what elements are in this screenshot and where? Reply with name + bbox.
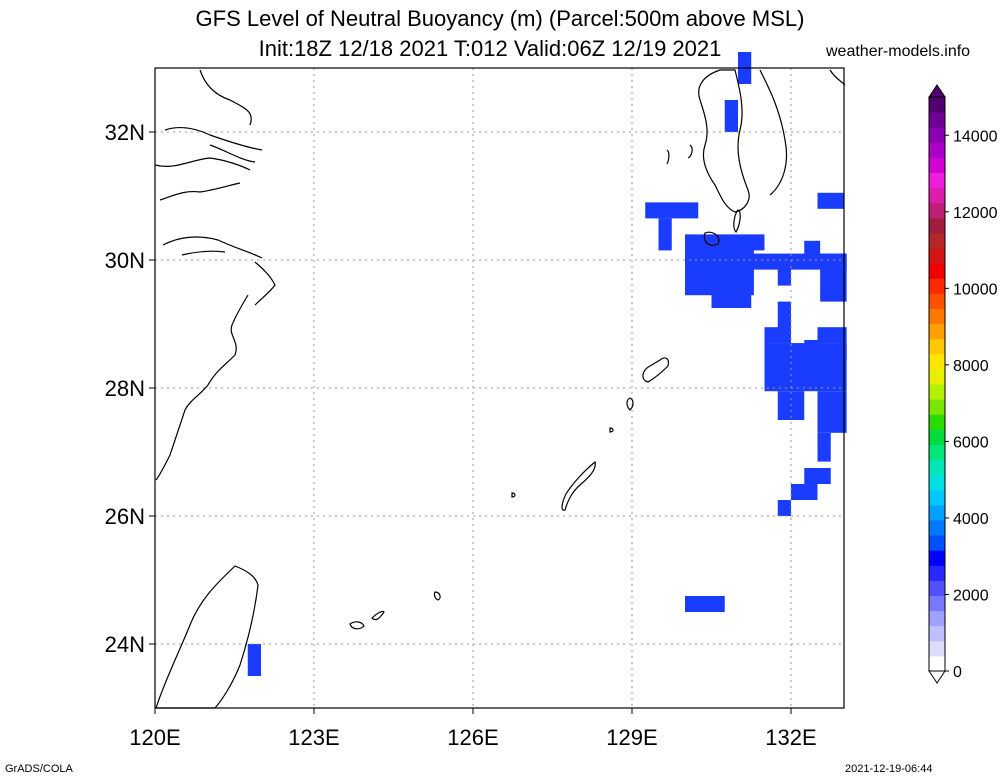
chart-subtitle: Init:18Z 12/18 2021 T:012 Valid:06Z 12/1… bbox=[258, 36, 722, 61]
buoyancy-cell bbox=[777, 263, 791, 286]
colorbar-swatch bbox=[929, 565, 945, 581]
x-tick-label: 132E bbox=[765, 725, 816, 750]
colorbar-swatch bbox=[929, 308, 945, 325]
buoyancy-cell bbox=[804, 240, 821, 260]
colorbar-swatch bbox=[929, 172, 945, 189]
colorbar-swatch bbox=[929, 414, 945, 430]
colorbar-swatch bbox=[929, 625, 945, 642]
buoyancy-cell bbox=[658, 218, 672, 251]
colorbar-swatch bbox=[929, 459, 945, 476]
x-tick-label: 120E bbox=[129, 725, 180, 750]
colorbar-swatch bbox=[929, 217, 945, 234]
buoyancy-cell bbox=[817, 391, 847, 433]
colorbar-swatch bbox=[929, 97, 945, 113]
buoyancy-cell bbox=[817, 432, 831, 462]
buoyancy-cell bbox=[817, 192, 844, 209]
colorbar-label: 8000 bbox=[953, 358, 989, 375]
colorbar-swatch bbox=[929, 595, 945, 612]
colorbar-swatch bbox=[929, 519, 945, 536]
colorbar: 0 2000 4000 6000 8000 10000 12000 14000 bbox=[928, 84, 998, 684]
colorbar-swatch bbox=[929, 157, 945, 174]
colorbar-swatch bbox=[929, 444, 945, 461]
colorbar-bottom-arrow bbox=[928, 670, 946, 684]
chart-title: GFS Level of Neutral Buoyancy (m) (Parce… bbox=[195, 6, 805, 31]
coastlines bbox=[154, 69, 846, 709]
buoyancy-cell bbox=[777, 500, 791, 516]
colorbar-swatch bbox=[929, 655, 945, 672]
buoyancy-cell bbox=[777, 301, 791, 334]
x-axis: 120E 123E 126E 129E 132E bbox=[129, 708, 817, 750]
colorbar-swatch bbox=[929, 580, 945, 596]
colorbar-label: 10000 bbox=[953, 281, 998, 298]
y-tick-label: 30N bbox=[105, 248, 145, 273]
colorbar-swatch bbox=[929, 142, 945, 158]
buoyancy-cell bbox=[247, 644, 261, 676]
buoyancy-cell bbox=[820, 253, 847, 302]
colorbar-swatch bbox=[929, 202, 945, 219]
colorbar-swatch bbox=[929, 338, 945, 355]
colorbar-swatch bbox=[929, 429, 945, 445]
buoyancy-cell bbox=[804, 468, 831, 484]
colorbar-label: 6000 bbox=[953, 434, 989, 451]
buoyancy-cell bbox=[685, 234, 765, 251]
colorbar-top-arrow bbox=[928, 84, 946, 98]
colorbar-swatch bbox=[929, 489, 945, 506]
colorbar-swatch bbox=[929, 610, 945, 627]
y-tick-label: 26N bbox=[105, 504, 145, 529]
buoyancy-cell bbox=[791, 484, 818, 500]
x-tick-label: 126E bbox=[447, 725, 498, 750]
colorbar-label: 4000 bbox=[953, 511, 989, 528]
colorbar-swatch bbox=[929, 323, 945, 340]
colorbar-swatch bbox=[929, 368, 945, 385]
colorbar-swatch bbox=[929, 640, 945, 657]
colorbar-swatch bbox=[929, 504, 945, 521]
colorbar-label: 14000 bbox=[953, 128, 998, 145]
buoyancy-cell bbox=[711, 292, 752, 308]
colorbar-swatch bbox=[929, 187, 945, 204]
footer-timestamp: 2021-12-19-06:44 bbox=[845, 763, 933, 775]
x-tick-label: 123E bbox=[288, 725, 339, 750]
colorbar-swatch bbox=[929, 384, 945, 400]
colorbar-swatch bbox=[929, 232, 945, 249]
y-tick-label: 28N bbox=[105, 376, 145, 401]
buoyancy-cell bbox=[724, 100, 738, 132]
buoyancy-field bbox=[247, 52, 847, 676]
colorbar-swatch bbox=[929, 127, 945, 143]
buoyancy-cell bbox=[645, 202, 699, 219]
colorbar-swatch bbox=[929, 248, 945, 264]
colorbar-swatch bbox=[929, 112, 945, 128]
colorbar-label: 0 bbox=[953, 664, 962, 681]
y-axis: 24N 26N 28N 30N 32N bbox=[105, 120, 155, 657]
colorbar-swatch bbox=[929, 474, 945, 491]
y-tick-label: 32N bbox=[105, 120, 145, 145]
grid-lines bbox=[155, 68, 844, 708]
colorbar-frame bbox=[928, 96, 946, 672]
buoyancy-cell bbox=[804, 340, 818, 353]
colorbar-swatch bbox=[929, 535, 945, 551]
colorbar-swatch bbox=[929, 399, 945, 415]
colorbar-label: 12000 bbox=[953, 205, 998, 222]
colorbar-swatch bbox=[929, 278, 945, 294]
colorbar-swatch bbox=[929, 353, 945, 370]
buoyancy-cell bbox=[817, 327, 847, 344]
footer-software: GrADS/COLA bbox=[5, 763, 73, 775]
colorbar-swatch bbox=[929, 550, 945, 566]
buoyancy-cell bbox=[685, 596, 725, 612]
colorbar-swatch bbox=[929, 263, 945, 279]
x-tick-label: 129E bbox=[606, 725, 657, 750]
colorbar-label: 2000 bbox=[953, 587, 989, 604]
site-credit: weather-models.info bbox=[826, 43, 971, 60]
colorbar-swatch bbox=[929, 293, 945, 309]
y-tick-label: 24N bbox=[105, 632, 145, 657]
